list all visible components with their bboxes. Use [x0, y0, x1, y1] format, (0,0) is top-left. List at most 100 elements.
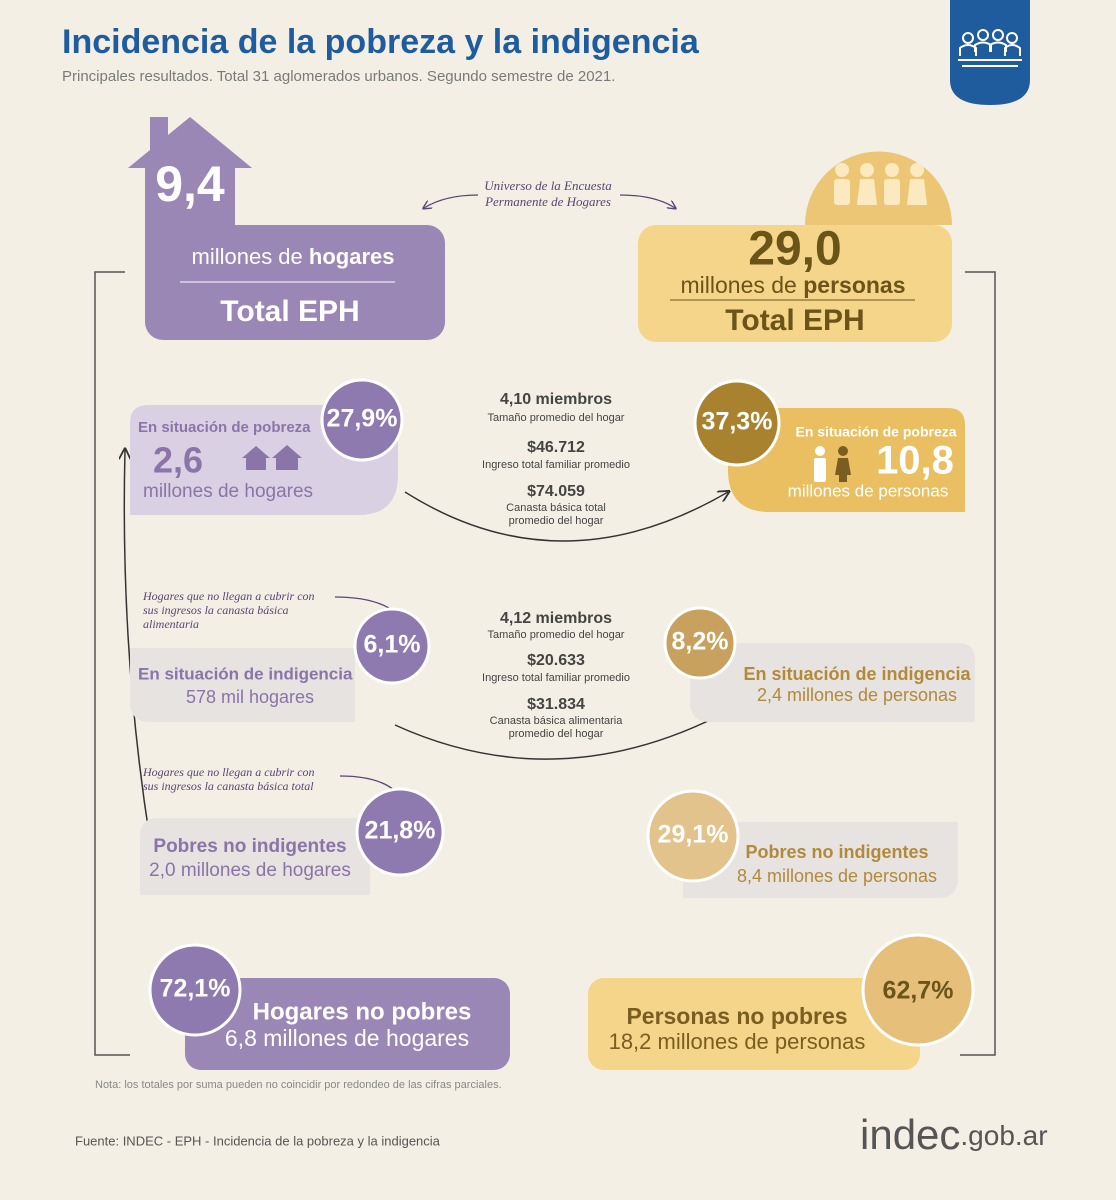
note: Hogares que no llegan a cubrir con — [142, 589, 315, 603]
households-total-value: 9,4 — [155, 156, 225, 212]
icon-part — [959, 41, 1021, 56]
stat-label: Ingreso total familiar promedio — [482, 459, 630, 471]
persons-icon — [834, 163, 927, 205]
stat-value: $20.633 — [527, 652, 585, 669]
stat-value: 4,12 miembros — [500, 610, 612, 627]
stat-label: Canasta básica total — [506, 502, 606, 514]
icon-part — [838, 446, 848, 456]
households-non-indigent-box — [140, 818, 370, 895]
note: alimentaria — [143, 617, 199, 631]
households-poverty-pct: 27,9% — [327, 405, 398, 433]
households-non-indigent-label: Pobres no indigentes — [153, 836, 346, 857]
logo-main: indec — [860, 1111, 960, 1158]
people-icon — [958, 29, 1022, 67]
unit-bold: personas — [803, 272, 905, 298]
persons-poverty-pct: 37,3% — [702, 408, 773, 436]
icon-part — [272, 445, 302, 470]
persons-poverty-value: 10,8 — [876, 439, 954, 483]
universe-note: Universo de la Encuesta — [484, 178, 612, 193]
logo: indec.gob.ar — [860, 1111, 1048, 1158]
pct-circle — [355, 787, 445, 877]
arrow — [404, 492, 728, 542]
stat-value: 4,10 miembros — [500, 391, 612, 408]
arrow-left — [424, 194, 479, 208]
pct-circle — [353, 607, 431, 685]
households-non-indigent-pct: 21,8% — [365, 817, 436, 845]
subtitle: Principales resultados. Total 31 aglomer… — [62, 68, 615, 85]
persons-indigence-pct: 8,2% — [672, 628, 729, 656]
pct-circle — [320, 378, 404, 462]
box-corner — [145, 225, 175, 255]
persons-total-value: 29,0 — [748, 223, 841, 276]
persons-non-indigent-box — [683, 822, 958, 898]
icon-part — [977, 29, 989, 41]
icon-part — [834, 179, 850, 205]
stat-label: promedio del hogar — [509, 728, 604, 740]
universe-note: Permanente de Hogares — [484, 194, 611, 209]
households-non-poor-label: Hogares no pobres — [253, 998, 472, 1025]
households-indigence-value: 578 mil hogares — [186, 687, 314, 707]
icon-part — [835, 458, 851, 482]
persons-non-indigent-pct: 29,1% — [658, 821, 729, 849]
stat-label: promedio del hogar — [509, 515, 604, 527]
households-non-poor-pct: 72,1% — [160, 975, 231, 1003]
source: Fuente: INDEC - EPH - Incidencia de la p… — [75, 1133, 441, 1148]
unit-bold: hogares — [309, 244, 395, 269]
stat-value: $31.834 — [527, 696, 585, 713]
households-total-unit: millones de hogares — [192, 244, 395, 269]
households-poverty-label: En situación de pobreza — [138, 419, 311, 436]
footnote: Nota: los totales por suma pueden no coi… — [95, 1079, 502, 1091]
stat-value: $46.712 — [527, 439, 585, 456]
icon-part — [857, 179, 877, 205]
households-non-poor-value: 6,8 millones de hogares — [225, 1025, 469, 1051]
persons-total-label: Total EPH — [725, 304, 864, 337]
pct-circle — [663, 606, 737, 680]
unit-text: millones de — [192, 244, 309, 269]
icon-part — [242, 446, 270, 470]
icon-part — [835, 163, 849, 177]
icon-part — [962, 32, 974, 44]
persons-non-poor-value: 18,2 millones de personas — [609, 1029, 866, 1054]
bracket-left — [94, 271, 130, 1056]
title: Incidencia de la pobreza y la indigencia — [62, 23, 700, 61]
stat-label: Canasta básica alimentaria — [490, 715, 624, 727]
arrow — [394, 710, 730, 760]
icon-part — [815, 446, 825, 456]
households-non-poor-box — [185, 978, 510, 1070]
icon-part — [910, 163, 924, 177]
households-non-indigent-value: 2,0 millones de hogares — [149, 860, 351, 881]
icon-part — [814, 458, 826, 482]
households-indigence-box — [130, 648, 355, 722]
icon-part — [992, 29, 1004, 41]
households-total-label: Total EPH — [220, 295, 359, 328]
persons-non-poor-box — [588, 978, 920, 1070]
households-poverty-value: 2,6 — [153, 440, 203, 481]
houses-icon — [242, 445, 302, 470]
icon-part — [884, 179, 900, 205]
persons-total-unit: millones de personas — [681, 272, 906, 298]
logo-suffix: .gob.ar — [960, 1120, 1047, 1151]
header-tab — [950, 0, 1030, 105]
persons-non-indigent-value: 8,4 millones de personas — [737, 866, 937, 886]
households-indigence-pct: 6,1% — [364, 631, 421, 659]
pct-circle — [646, 789, 740, 883]
pct-circle — [148, 943, 242, 1037]
persons-non-indigent-label: Pobres no indigentes — [745, 842, 928, 862]
persons-indigence-label: En situación de indigencia — [743, 664, 971, 684]
stat-label: Tamaño promedio del hogar — [488, 629, 625, 641]
icon-part — [958, 59, 1022, 67]
stat-value: $74.059 — [527, 483, 585, 500]
pct-circle — [861, 933, 975, 1047]
persons-indigence-box — [690, 643, 975, 722]
households-poverty-unit: millones de hogares — [143, 481, 313, 502]
stat-label: Tamaño promedio del hogar — [488, 412, 625, 424]
note: Hogares que no llegan a cubrir con — [142, 765, 315, 779]
arrow-right — [619, 194, 675, 208]
persons-poverty-label: En situación de pobreza — [795, 424, 956, 440]
stat-label: Ingreso total familiar promedio — [482, 672, 630, 684]
icon-part — [907, 179, 927, 205]
icon-part — [1006, 32, 1018, 44]
persons-total-box — [638, 225, 952, 342]
persons-non-poor-label: Personas no pobres — [626, 1003, 847, 1029]
